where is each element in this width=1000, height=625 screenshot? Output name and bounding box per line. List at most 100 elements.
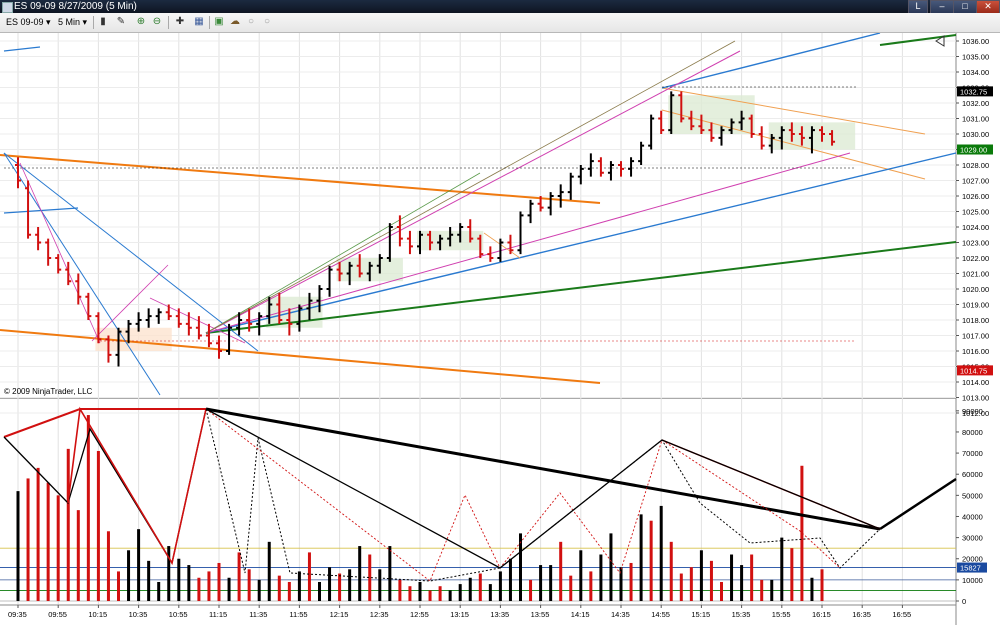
- time-tick-label: 16:35: [852, 610, 871, 619]
- ohlc-bar: [65, 261, 72, 286]
- price-tick-label: 1032.00: [962, 99, 989, 108]
- volume-tick-label: 60000: [962, 470, 983, 479]
- time-tick-label: 11:35: [249, 610, 267, 619]
- ohlc-bar: [226, 323, 233, 355]
- interval-selector[interactable]: 5 Min ▾: [58, 15, 87, 29]
- ohlc-bar: [135, 312, 142, 332]
- time-tick-label: 11:55: [289, 610, 307, 619]
- ohlc-bar: [467, 219, 474, 243]
- volume-bar: [147, 560, 151, 601]
- ohlc-bar: [246, 308, 253, 332]
- price-tick-label: 1016.00: [962, 347, 989, 356]
- ohlc-bar: [728, 118, 735, 134]
- ohlc-bar: [738, 110, 745, 131]
- ohlc-bar: [75, 273, 82, 305]
- orange-trendline: [0, 329, 601, 384]
- volume-bar: [277, 575, 281, 601]
- time-tick-label: 11:15: [209, 610, 227, 619]
- ohlc-bar: [25, 180, 32, 239]
- price-marker: [957, 365, 993, 376]
- price-tick-label: 1023.00: [962, 239, 989, 248]
- volume-bar: [579, 550, 583, 601]
- volume-marker: [957, 562, 987, 573]
- bar-type-icon[interactable]: ▮: [100, 16, 106, 27]
- green-thin-trendline: [205, 172, 481, 334]
- ohlc-bar: [798, 126, 805, 146]
- maximize-icon: □: [962, 1, 968, 11]
- ohlc-bar: [748, 114, 755, 138]
- price-tick-label: 1013.00: [962, 394, 989, 403]
- volume-bar: [820, 569, 824, 601]
- volume-bar: [106, 531, 110, 601]
- volume-bar: [699, 550, 703, 601]
- ohlc-bar: [276, 292, 283, 324]
- ohlc-bar: [15, 157, 21, 189]
- volume-bar: [348, 569, 352, 601]
- ohlc-bar: [557, 184, 564, 208]
- strategy-icon[interactable]: ☁: [230, 16, 240, 27]
- crosshair-icon[interactable]: ✚: [175, 16, 185, 27]
- volume-bar: [307, 552, 311, 601]
- ohlc-bar: [788, 122, 795, 142]
- ohlc-bar: [175, 308, 182, 328]
- chart-area[interactable]: 1036.001035.001034.001033.001032.001031.…: [0, 33, 1000, 625]
- volume-bar: [498, 571, 502, 601]
- price-marker-label: 1029.00: [960, 146, 987, 155]
- zoom-in-icon[interactable]: ⊕: [136, 16, 146, 27]
- ohlc-bar: [567, 172, 574, 200]
- blank-icon[interactable]: ○: [247, 16, 255, 27]
- blue-trendline: [661, 33, 881, 89]
- price-tick-label: 1024.00: [962, 223, 989, 232]
- blue-trendline: [205, 152, 957, 334]
- maximize-button[interactable]: □: [953, 0, 977, 14]
- ohlc-bar: [145, 308, 152, 328]
- time-tick-label: 10:35: [129, 610, 148, 619]
- volume-tick-label: 90000: [962, 407, 983, 416]
- time-tick-label: 13:55: [531, 610, 550, 619]
- price-tick-label: 1018.00: [962, 316, 989, 325]
- volume-bar: [297, 571, 301, 601]
- properties-icon[interactable]: ▦: [194, 16, 204, 27]
- ohlc-bar: [336, 261, 343, 282]
- volume-bar: [157, 581, 161, 601]
- volume-bar: [539, 565, 543, 601]
- close-button[interactable]: ✕: [976, 0, 1000, 14]
- ohlc-bar: [205, 323, 212, 348]
- volume-tick-label: 80000: [962, 428, 983, 437]
- time-tick-label: 15:15: [691, 610, 710, 619]
- volume-bar: [217, 562, 221, 601]
- indicators-icon[interactable]: ▣: [214, 16, 224, 27]
- volume-bar: [639, 514, 643, 601]
- ohlc-bar: [648, 114, 655, 150]
- blank-icon[interactable]: ○: [263, 16, 271, 27]
- ohlc-bar: [477, 234, 484, 258]
- volume-zigzag: [67, 406, 207, 566]
- volume-bar: [529, 579, 533, 601]
- volume-bar: [36, 467, 40, 601]
- ohlc-bar: [778, 126, 785, 150]
- volume-bar: [227, 577, 231, 601]
- orange-trendline: [0, 154, 601, 204]
- ohlc-bar: [638, 141, 645, 165]
- price-tick-label: 1012.00: [962, 409, 989, 418]
- link-button[interactable]: L: [908, 0, 928, 14]
- volume-bar: [800, 465, 804, 601]
- ohlc-bar: [195, 316, 202, 340]
- instrument-selector[interactable]: ES 09-09 ▾: [6, 15, 51, 29]
- volume-bar: [378, 569, 382, 601]
- price-marker: [957, 144, 993, 155]
- ohlc-bar: [417, 230, 423, 255]
- volume-bar: [207, 571, 211, 601]
- volume-bar: [730, 554, 734, 601]
- price-tick-label: 1020.00: [962, 285, 989, 294]
- blue-trendline: [3, 46, 41, 52]
- zoom-out-icon[interactable]: ⊖: [152, 16, 162, 27]
- pencil-draw-icon[interactable]: ✎: [116, 16, 126, 27]
- ohlc-bar: [437, 234, 444, 251]
- ohlc-bar: [286, 308, 293, 336]
- volume-drawings: [3, 406, 957, 582]
- ohlc-bar: [708, 122, 715, 142]
- minimize-button[interactable]: –: [930, 0, 954, 14]
- ohlc-bar: [406, 230, 413, 255]
- price-tick-label: 1019.00: [962, 301, 989, 310]
